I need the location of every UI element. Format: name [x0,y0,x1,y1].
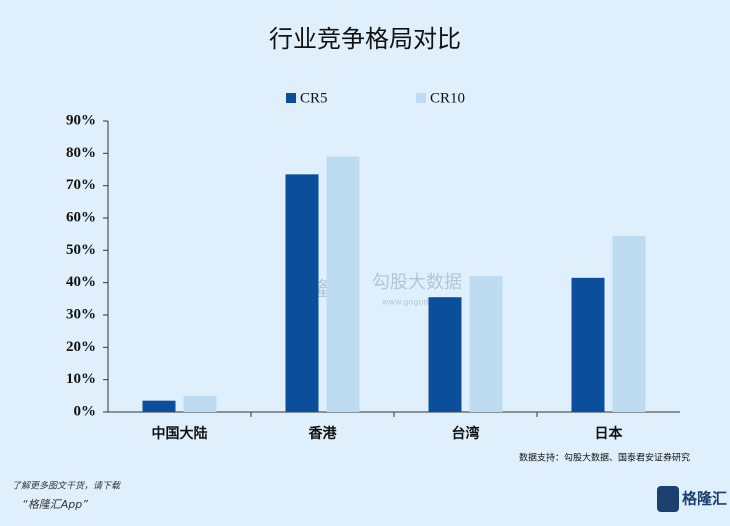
legend-swatch [416,93,426,103]
y-tick-label: 0% [74,403,97,419]
y-tick-label: 50% [66,242,96,258]
logo-icon [657,486,679,512]
y-tick-label: 20% [66,339,96,355]
source: 数据支持：勾股大数据、国泰君安证券研究 [519,452,690,464]
y-tick-label: 90% [66,112,96,128]
bar [428,297,462,412]
legend-label: CR10 [430,90,465,106]
chart-title: 行业竞争格局对比 [269,25,461,53]
y-tick-label: 80% [66,145,96,161]
bar [612,235,646,412]
bar [285,174,319,412]
y-tick-label: 40% [66,274,96,290]
x-tick-label: 中国大陆 [152,425,208,442]
x-tick-label: 台湾 [452,425,480,442]
y-tick-label: 10% [66,371,96,387]
logo-text: 格隆汇 [682,490,727,508]
x-tick-label: 日本 [595,425,624,442]
bar [571,277,605,412]
bar [183,395,217,412]
y-tick-label: 60% [66,209,96,225]
bar [142,400,176,412]
bar [326,156,360,412]
x-tick-label: 香港 [308,425,338,442]
footer-app: “格隆汇App” [22,498,88,511]
y-tick-label: 70% [66,177,96,193]
watermark-text: 勾股大数据 [372,272,462,293]
bar [469,276,503,412]
y-tick-label: 30% [66,306,96,322]
legend-swatch [286,93,296,103]
legend-label: CR5 [300,90,328,106]
watermark-text: www.gogudata.com [382,298,461,307]
footer-note: 了解更多图文干货，请下载 [12,481,121,492]
